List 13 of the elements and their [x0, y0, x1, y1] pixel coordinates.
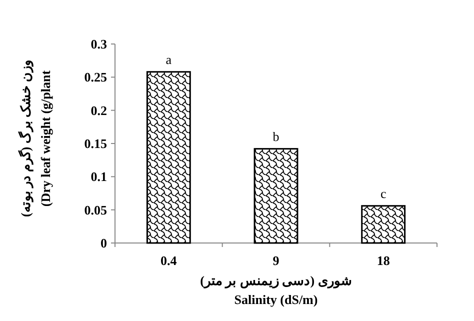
data-label: c [380, 186, 386, 201]
x-tick-label: 0.4 [160, 253, 178, 268]
y-tick-label: 0.05 [84, 202, 108, 218]
y-tick-label: 0.15 [84, 136, 108, 151]
data-label: a [166, 52, 172, 67]
x-tick-label: 18 [376, 253, 390, 268]
y-tick-label: 0 [100, 236, 107, 250]
y-tick-label: 0.2 [90, 102, 107, 118]
y-tick-label: 0.1 [90, 169, 107, 184]
x-tick-label: 9 [272, 253, 280, 268]
y-tick-label: 0.3 [90, 36, 108, 52]
data-label: b [272, 128, 280, 144]
y-tick-label: 0.25 [84, 70, 108, 85]
